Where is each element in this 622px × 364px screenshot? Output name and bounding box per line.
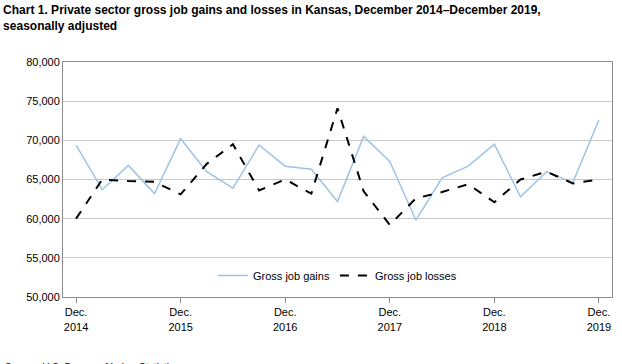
svg-text:55,000: 55,000: [26, 252, 60, 264]
svg-text:Dec.2016: Dec.2016: [273, 306, 297, 332]
svg-text:Dec.2018: Dec.2018: [482, 306, 506, 332]
svg-text:65,000: 65,000: [26, 173, 60, 185]
svg-text:75,000: 75,000: [26, 95, 60, 107]
svg-text:Dec.2015: Dec.2015: [168, 306, 192, 332]
svg-text:Gross job losses: Gross job losses: [375, 270, 457, 282]
svg-text:Dec.2017: Dec.2017: [378, 306, 402, 332]
svg-text:Chart 1. Private sector gross: Chart 1. Private sector gross job gains …: [3, 3, 541, 33]
svg-text:Dec.2019: Dec.2019: [587, 306, 611, 332]
svg-text:Source: U.S. Bureau of Labor S: Source: U.S. Bureau of Labor Statistics.: [5, 362, 182, 364]
svg-text:80,000: 80,000: [26, 56, 60, 68]
svg-text:60,000: 60,000: [26, 213, 60, 225]
svg-text:Dec.2014: Dec.2014: [64, 306, 88, 332]
svg-text:50,000: 50,000: [26, 291, 60, 303]
svg-text:Gross job gains: Gross job gains: [253, 270, 330, 282]
svg-text:70,000: 70,000: [26, 134, 60, 146]
